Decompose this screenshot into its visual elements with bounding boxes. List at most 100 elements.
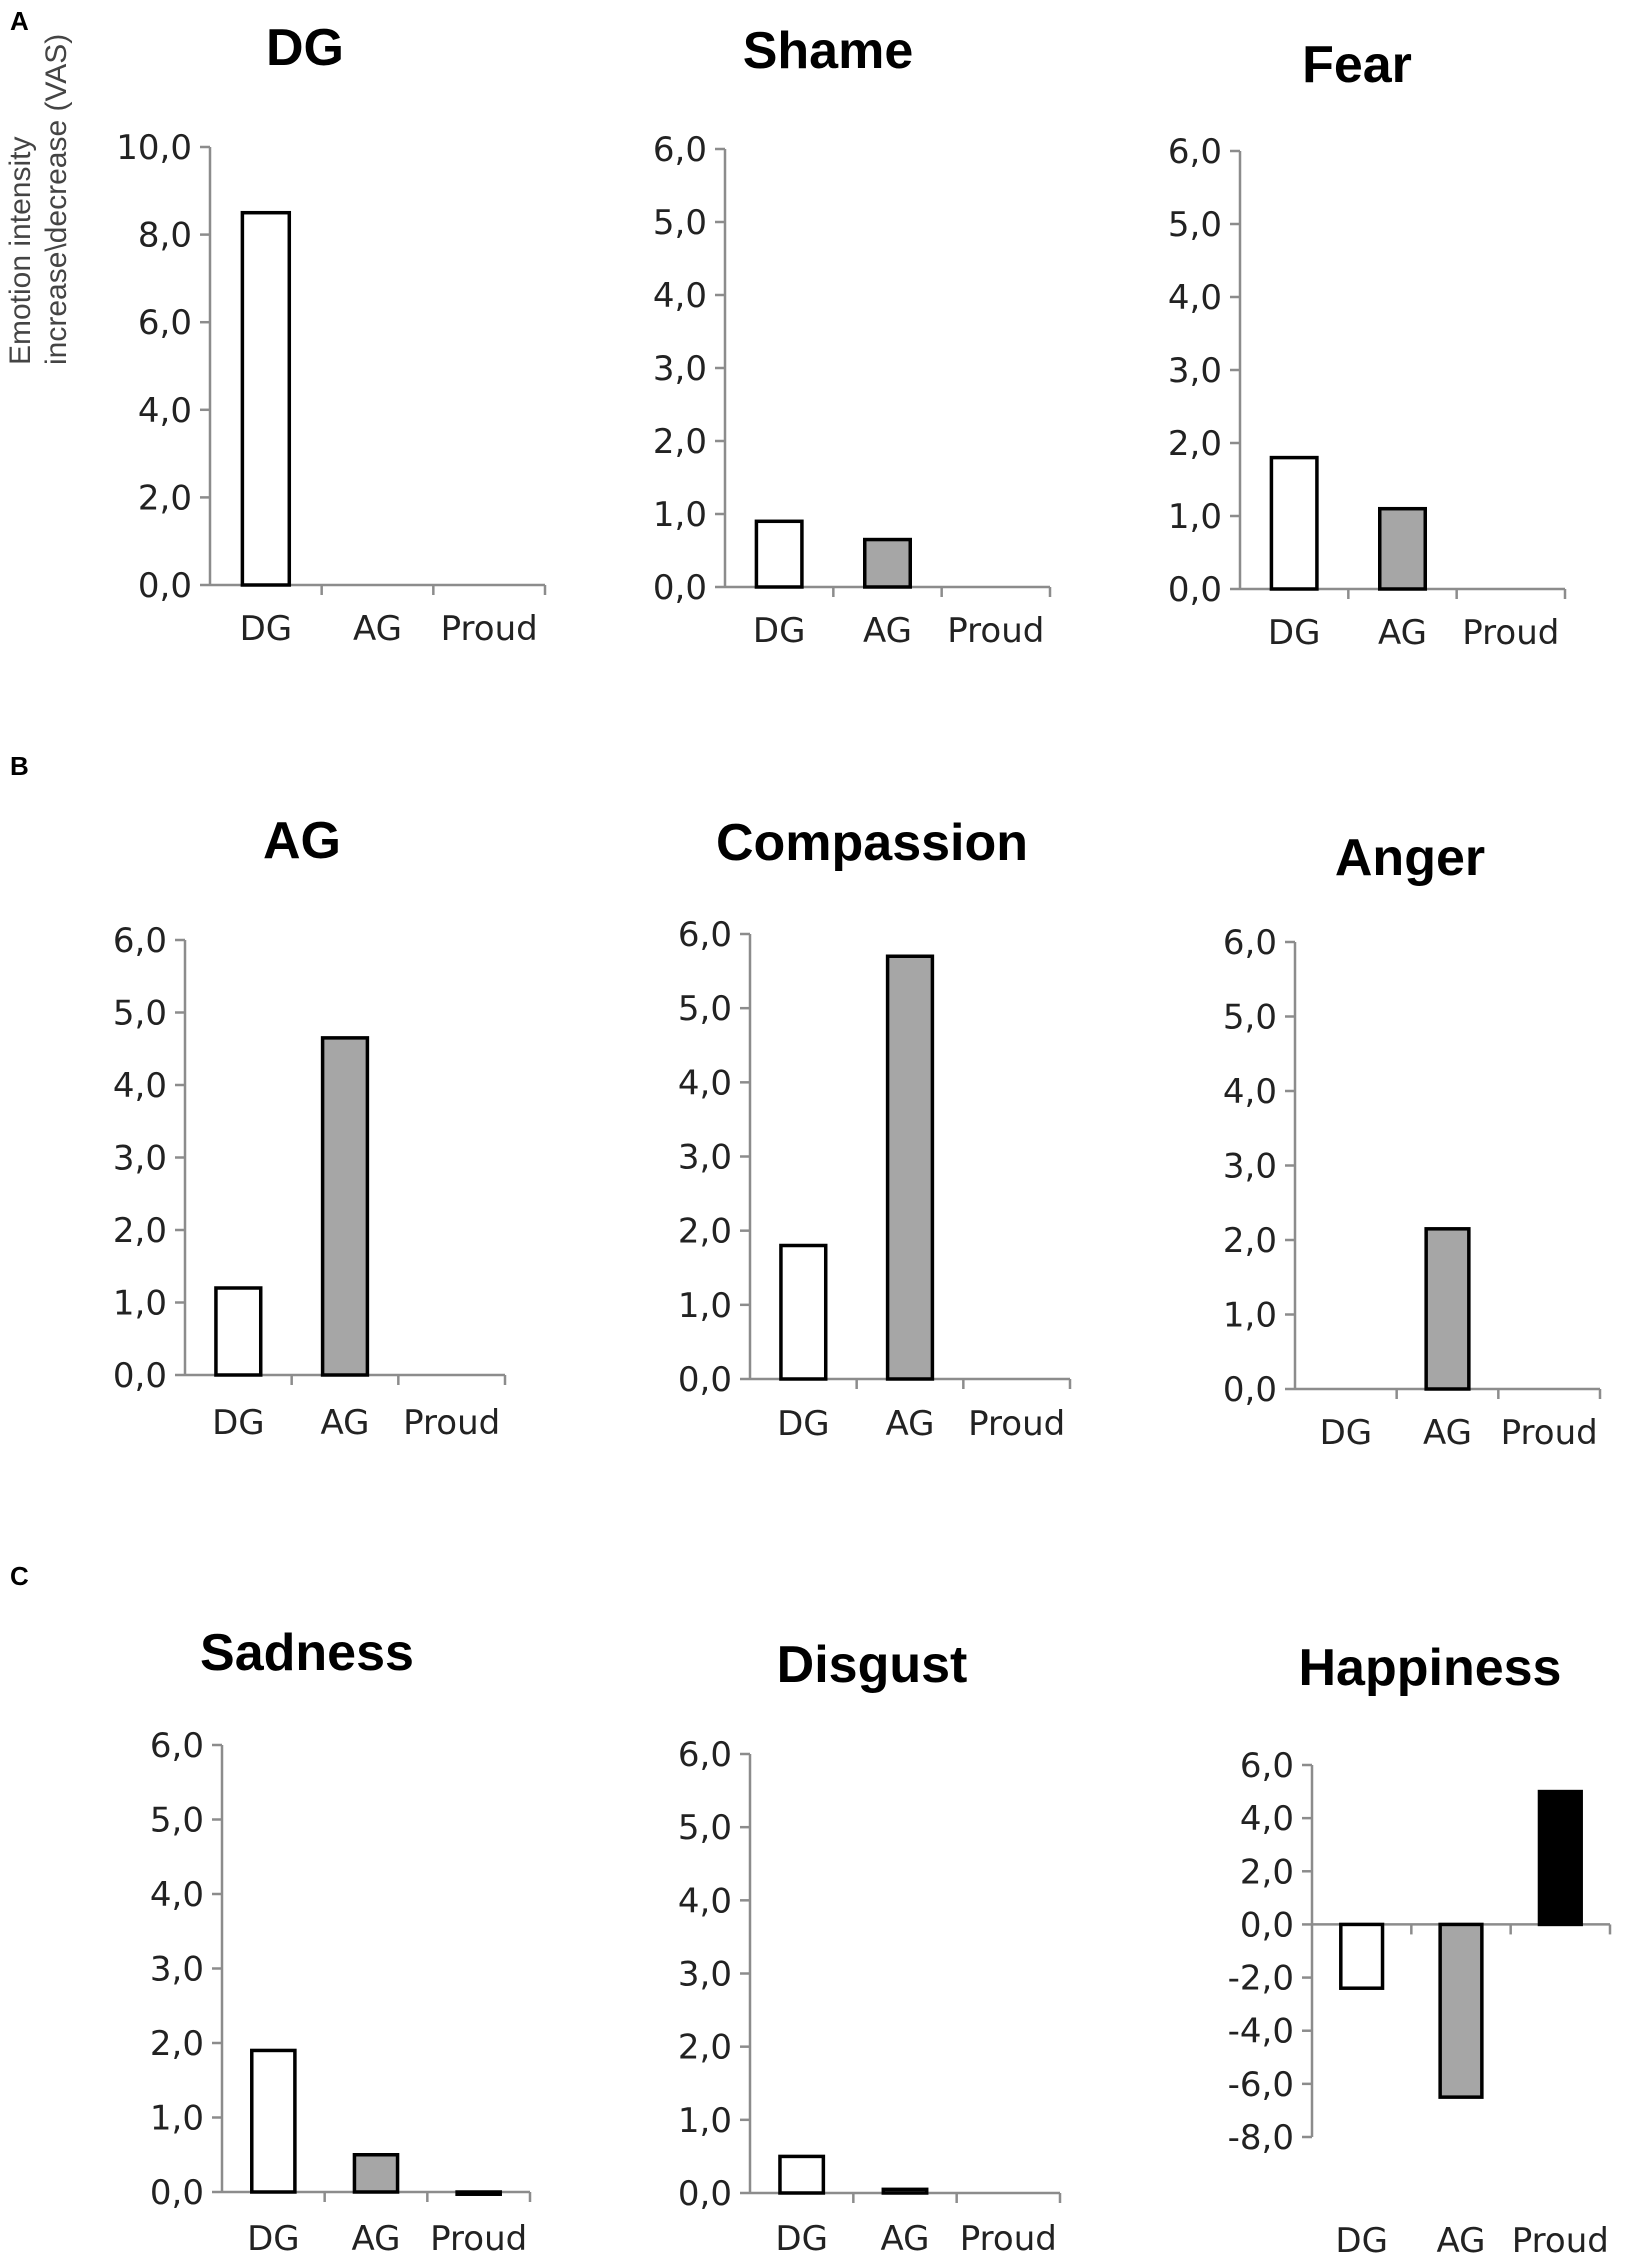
bar-proud	[455, 2190, 502, 2196]
y-tick-label: 2,0	[138, 478, 192, 518]
y-tick-label: 3,0	[678, 1955, 732, 1995]
y-tick-label: 2,0	[678, 2028, 732, 2068]
y-tick-label: 2,0	[113, 1211, 167, 1251]
chart-dg: DG 0,0 2,0 4,0 6,0 8,0 10,0 DG AG Proud	[116, 19, 547, 649]
y-tick-label: 6,0	[653, 130, 707, 170]
y-tick-label: 1,0	[678, 2101, 732, 2141]
x-category-label: DG	[1320, 1413, 1373, 1453]
chart-fear: Fear 0,0 1,0 2,0 3,0 4,0 5,0 6,0 DG AG Proud	[1168, 36, 1567, 653]
x-category-label: DG	[240, 609, 293, 649]
x-category-label: DG	[775, 2219, 828, 2259]
y-tick-label: 1,0	[150, 2099, 204, 2139]
y-tick-label: 5,0	[113, 994, 167, 1034]
x-category-label: DG	[247, 2219, 300, 2259]
y-axis-label-line1: Emotion intensity	[4, 137, 37, 365]
y-tick-label: -6,0	[1228, 2065, 1294, 2105]
y-tick-label: 0,0	[1240, 1905, 1294, 1945]
bar-ag	[863, 537, 912, 589]
bar-dg	[754, 519, 804, 589]
x-category-label: AG	[1423, 1413, 1472, 1453]
x-category-label: Proud	[960, 2219, 1057, 2259]
y-tick-label: 2,0	[678, 1212, 732, 1252]
charts-group: DG 0,0 2,0 4,0 6,0 8,0 10,0 DG AG Proud Shame 0,0 1,…	[113, 19, 1612, 2261]
y-tick-label: 0,0	[678, 1360, 732, 1400]
x-category-label: DG	[212, 1403, 265, 1443]
x-category-label: Proud	[947, 611, 1044, 651]
y-tick-label: 6,0	[150, 1726, 204, 1766]
panel-letter-b: B	[10, 751, 29, 781]
y-tick-label: 0,0	[678, 2174, 732, 2214]
x-category-label: DG	[1335, 2221, 1388, 2261]
y-tick-label: 4,0	[1168, 278, 1222, 318]
chart-title: Shame	[743, 22, 914, 80]
chart-title: DG	[266, 19, 344, 77]
y-tick-label: 1,0	[1168, 497, 1222, 537]
y-tick-label: 3,0	[1168, 351, 1222, 391]
chart-happiness: Happiness -8,0 -6,0 -4,0 -2,0 0,0 2,0 4,0 6,0 DG A…	[1228, 1639, 1612, 2261]
y-tick-label: 1,0	[653, 495, 707, 535]
x-category-label: AG	[1436, 2221, 1485, 2261]
chart-title: Fear	[1302, 36, 1412, 94]
y-tick-label: 0,0	[138, 566, 192, 606]
chart-anger: Anger 0,0 1,0 2,0 3,0 4,0 5,0 6,0 DG AG Proud	[1223, 829, 1602, 1453]
y-tick-label: 3,0	[653, 349, 707, 389]
x-category-label: AG	[353, 609, 402, 649]
chart-title: Anger	[1335, 829, 1485, 887]
bar-dg	[779, 1243, 828, 1381]
y-tick-label: 6,0	[678, 915, 732, 955]
y-axis-label-line2: increase\decrease (VAS)	[40, 34, 73, 365]
x-category-label: Proud	[403, 1403, 500, 1443]
y-tick-label: 5,0	[150, 1801, 204, 1841]
bar-dg	[214, 1286, 263, 1377]
y-tick-label: 1,0	[113, 1284, 167, 1324]
y-tick-label: 4,0	[150, 1875, 204, 1915]
y-tick-label: 2,0	[653, 422, 707, 462]
y-tick-label: 0,0	[1223, 1370, 1277, 1410]
y-tick-label: 8,0	[138, 216, 192, 256]
bar-ag	[1424, 1227, 1471, 1391]
x-category-label: DG	[777, 1404, 830, 1444]
y-tick-label: 2,0	[1168, 424, 1222, 464]
y-tick-label: -4,0	[1228, 2012, 1294, 2052]
bar-dg	[1339, 1922, 1385, 1990]
chart-title: Disgust	[777, 1636, 968, 1694]
chart-title: Compassion	[716, 814, 1028, 872]
bar-dg	[240, 210, 292, 587]
x-category-label: AG	[320, 1403, 369, 1443]
x-category-label: Proud	[1462, 613, 1559, 653]
y-tick-label: 0,0	[653, 568, 707, 608]
y-tick-label: 1,0	[678, 1286, 732, 1326]
y-tick-label: 3,0	[150, 1950, 204, 1990]
x-category-label: AG	[351, 2219, 400, 2259]
y-tick-label: 4,0	[113, 1066, 167, 1106]
y-tick-label: 2,0	[1223, 1221, 1277, 1261]
chart-shame: Shame 0,0 1,0 2,0 3,0 4,0 5,0 6,0 DG AG Proud	[653, 22, 1052, 651]
y-tick-label: 6,0	[113, 921, 167, 961]
x-category-label: Proud	[430, 2219, 527, 2259]
y-tick-label: 4,0	[1240, 1799, 1294, 1839]
chart-disgust: Disgust 0,0 1,0 2,0 3,0 4,0 5,0 6,0 DG AG Proud	[678, 1636, 1062, 2259]
y-tick-label: 4,0	[678, 1881, 732, 1921]
x-category-label: AG	[885, 1404, 934, 1444]
y-tick-label: 4,0	[653, 276, 707, 316]
bar-dg	[250, 2048, 297, 2194]
y-tick-label: -2,0	[1228, 1959, 1294, 1999]
chart-sadness: Sadness 0,0 1,0 2,0 3,0 4,0 5,0 6,0 DG AG Proud	[150, 1624, 532, 2259]
chart-ag: AG 0,0 1,0 2,0 3,0 4,0 5,0 6,0 DG AG Proud	[113, 812, 507, 1443]
x-category-label: Proud	[1512, 2221, 1609, 2261]
x-category-label: AG	[863, 611, 912, 651]
bar-dg	[1269, 455, 1319, 591]
y-tick-label: 4,0	[678, 1063, 732, 1103]
y-tick-label: 10,0	[116, 128, 192, 168]
y-tick-label: 3,0	[678, 1138, 732, 1178]
bar-ag	[1438, 1922, 1484, 2099]
y-tick-label: -8,0	[1228, 2118, 1294, 2158]
panel-letter-a: A	[10, 6, 29, 36]
bar-ag	[885, 954, 935, 1381]
bar-ag	[352, 2153, 400, 2194]
y-tick-label: 5,0	[678, 989, 732, 1029]
y-tick-label: 4,0	[138, 391, 192, 431]
y-tick-label: 6,0	[1240, 1746, 1294, 1786]
x-category-label: DG	[753, 611, 806, 651]
bar-ag	[1378, 506, 1427, 591]
